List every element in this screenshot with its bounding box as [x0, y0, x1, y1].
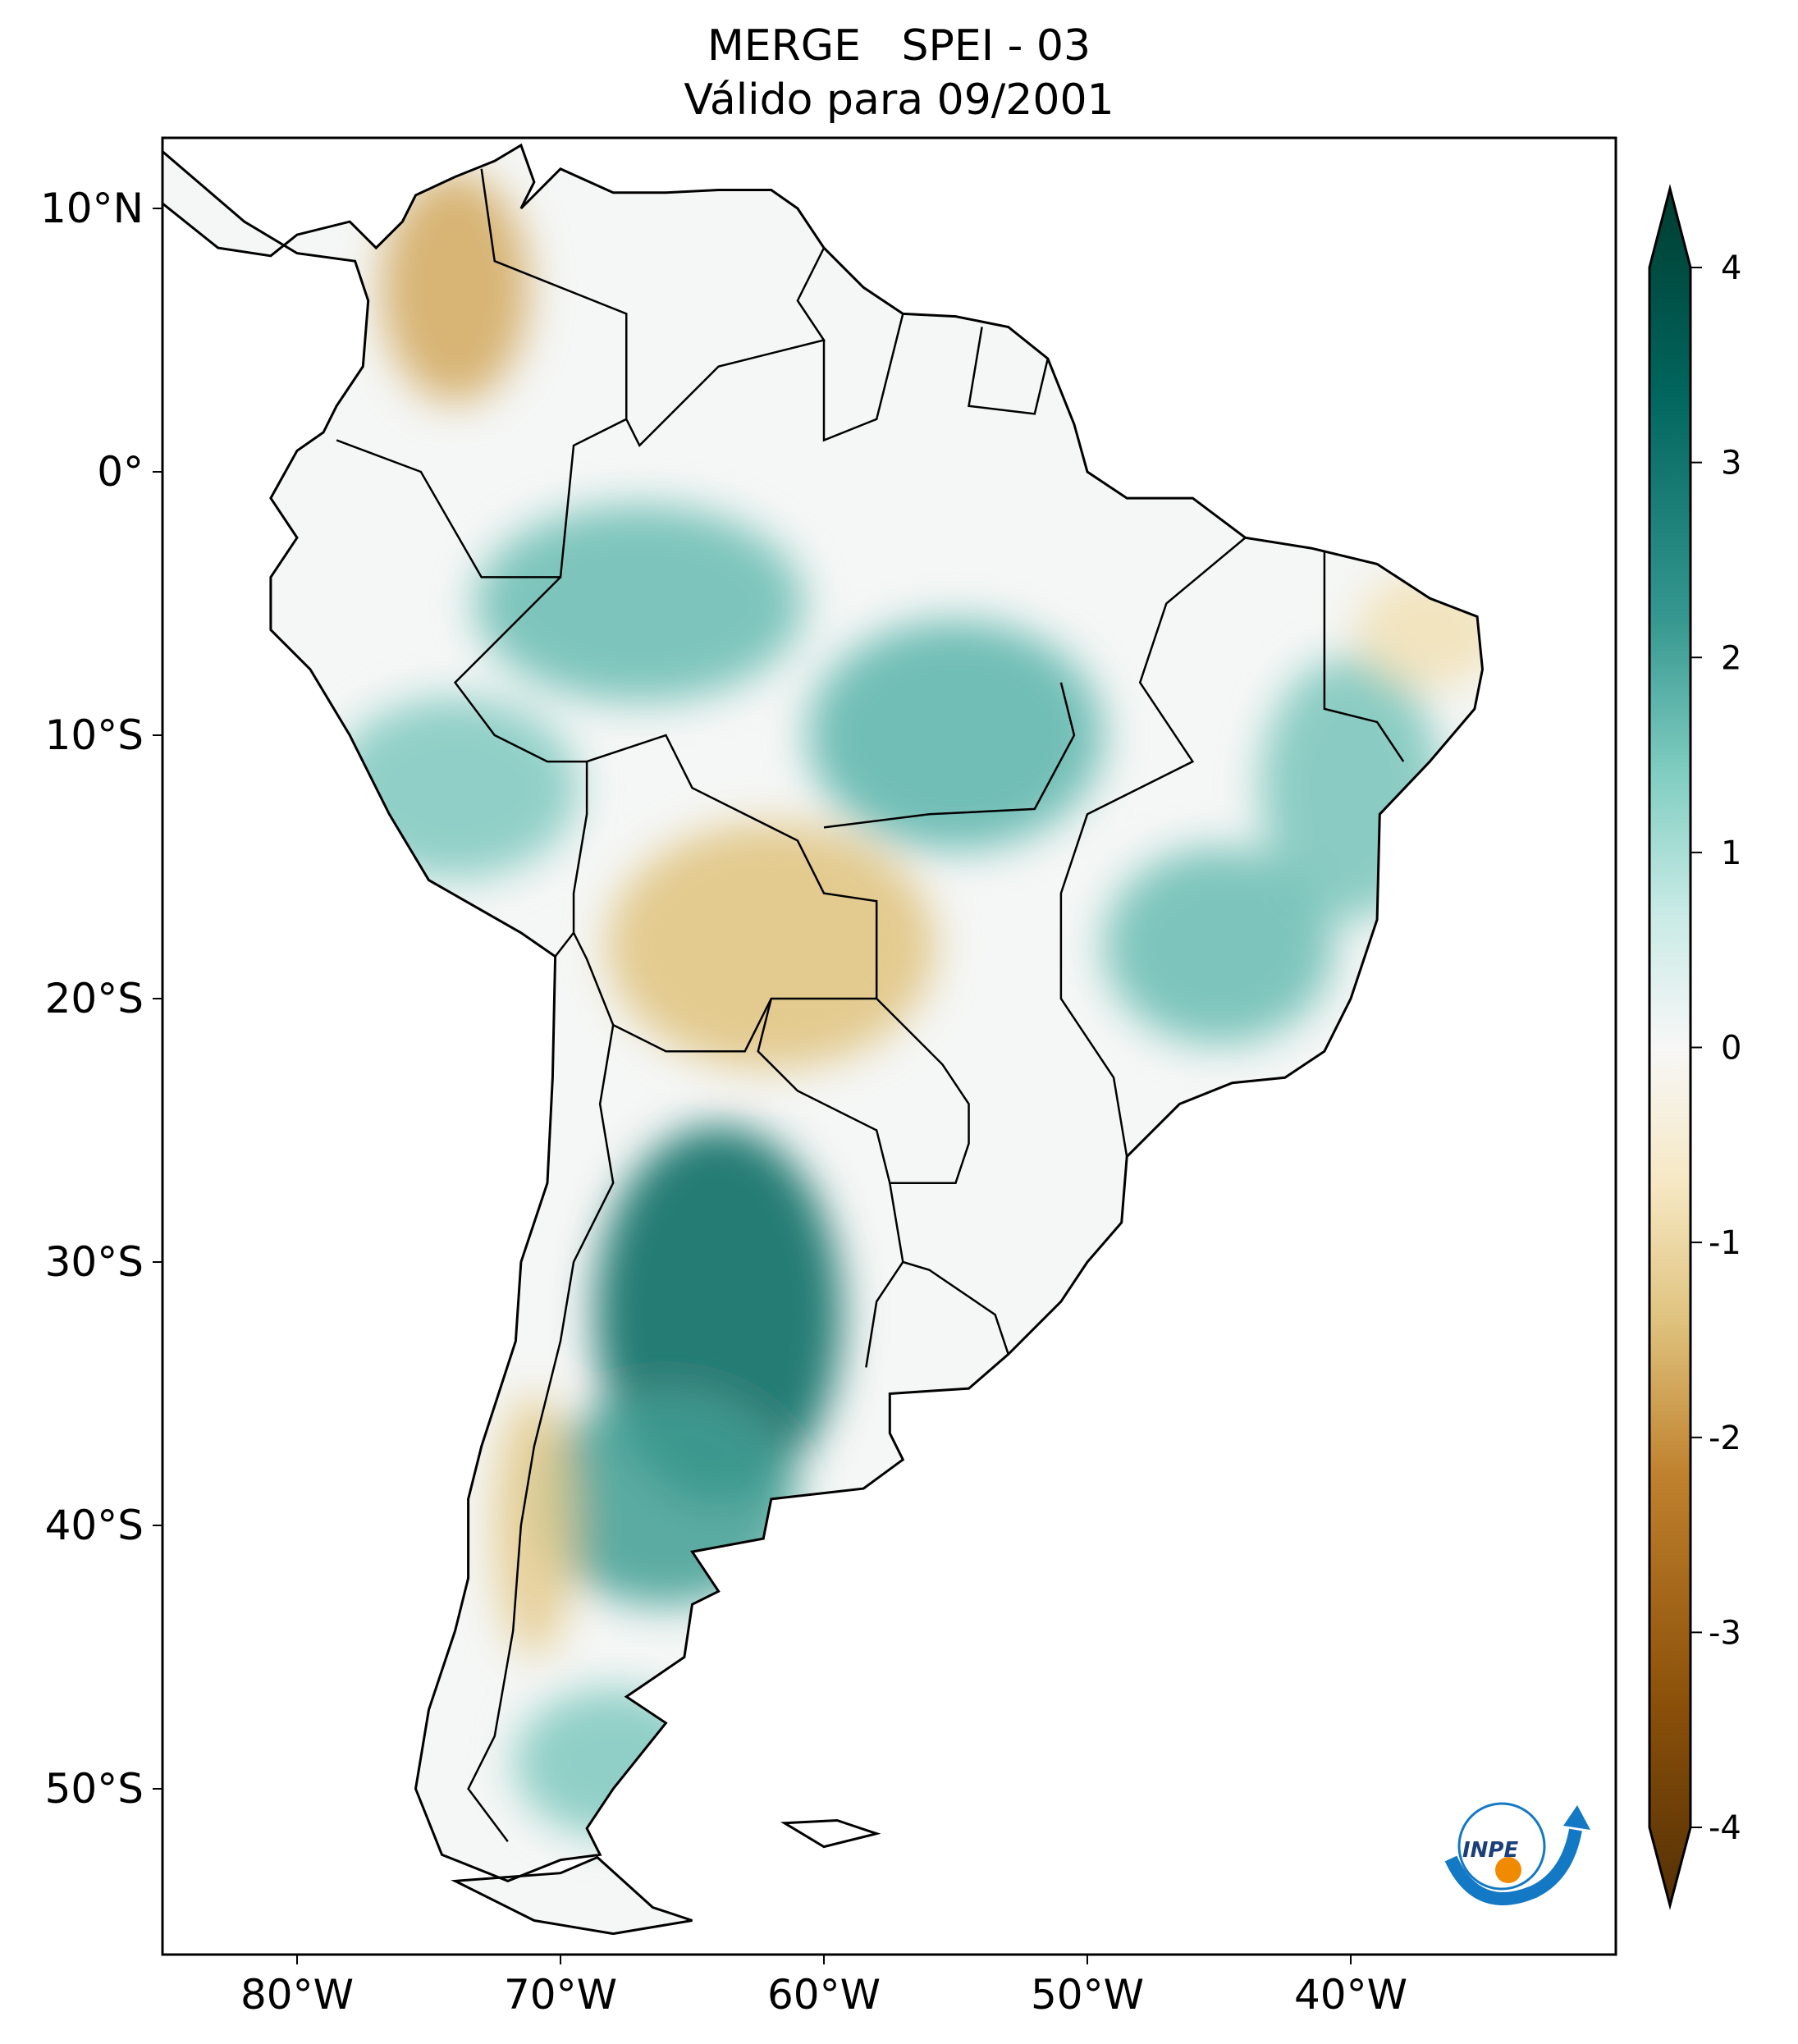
- colorbar-tick-label: -4: [1709, 1809, 1741, 1847]
- plot-frame: [161, 136, 1617, 1956]
- chart-subtitle: Válido para 09/2001: [684, 75, 1114, 125]
- inpe-logo: INPE: [1444, 1802, 1590, 1905]
- country-border: [467, 1024, 615, 1842]
- coastline: [162, 143, 1485, 1883]
- y-tick-label: 20°S: [45, 975, 144, 1022]
- anomaly-patch: [1260, 656, 1441, 920]
- country-border: [757, 998, 970, 1184]
- anomaly-patch: [1104, 847, 1334, 1045]
- country-border: [336, 168, 628, 578]
- country-border: [1323, 551, 1405, 762]
- colorbar-tick-label: 2: [1721, 639, 1741, 677]
- logo-text: INPE: [1462, 1838, 1518, 1863]
- x-tick-label: 60°W: [767, 1971, 881, 2019]
- colorbar-tick-label: 0: [1721, 1030, 1741, 1068]
- y-tick-label: 50°S: [45, 1765, 144, 1813]
- y-tick-label: 0°: [97, 448, 144, 496]
- anomaly-patch: [492, 1394, 575, 1657]
- colorbar-tick-label: -1: [1709, 1224, 1741, 1262]
- x-tick-label: 70°W: [504, 1971, 617, 2019]
- colorbar-tick-label: -3: [1709, 1614, 1741, 1652]
- y-tick-label: 10°S: [45, 711, 144, 759]
- y-tick-label: 10°N: [40, 185, 144, 232]
- anomaly-patch: [475, 505, 804, 702]
- country-border: [1059, 537, 1247, 1157]
- x-tick-label: 40°W: [1294, 1971, 1407, 2019]
- x-tick-label: 80°W: [240, 1971, 354, 2019]
- colorbar-tick-label: 4: [1721, 249, 1741, 287]
- y-tick-label: 40°S: [45, 1502, 144, 1549]
- country-border: [968, 327, 1050, 415]
- colorbar: 4 3 2 1 0 -1 -2 -3 -4: [1648, 184, 1741, 1910]
- chart-title: MERGE SPEI - 03: [707, 21, 1091, 71]
- country-border: [902, 1260, 1009, 1355]
- coastline-tierra-del-fuego: [451, 1855, 693, 1936]
- country-border: [453, 576, 588, 958]
- anomaly-patch: [381, 172, 529, 403]
- colorbar-tick-label: 1: [1721, 835, 1741, 872]
- x-tick-label: 50°W: [1031, 1971, 1144, 2019]
- country-border: [625, 247, 826, 448]
- map-area: [162, 142, 1485, 1936]
- anomaly-patch: [807, 620, 1104, 850]
- falklands-outline: [780, 1818, 881, 1849]
- country-border: [822, 313, 904, 442]
- country-border: [823, 682, 1076, 829]
- colorbar-tick-label: -2: [1709, 1420, 1741, 1457]
- anomaly-patch: [515, 1688, 712, 1836]
- colorbar-tick-label: 3: [1721, 445, 1741, 482]
- anomaly-patch: [606, 822, 936, 1069]
- y-tick-label: 30°S: [45, 1238, 144, 1286]
- country-border: [865, 1182, 904, 1368]
- anomaly-patch: [332, 697, 579, 879]
